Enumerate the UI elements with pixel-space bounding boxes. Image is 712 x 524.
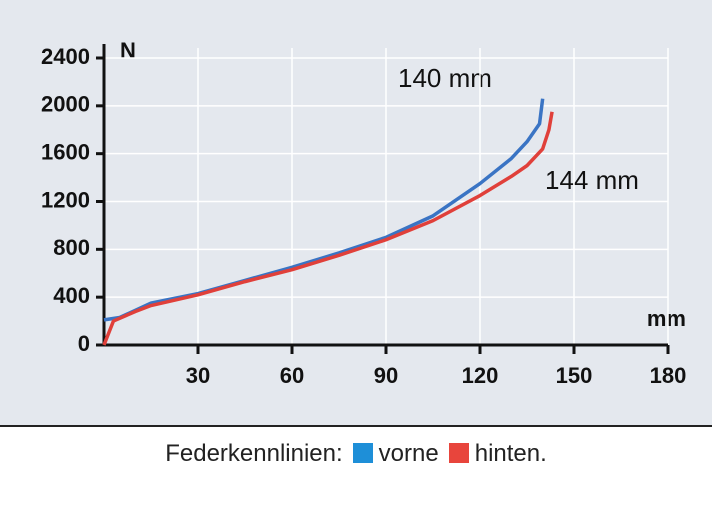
legend-label: vorne	[378, 440, 439, 467]
y-tick-label: 2000	[41, 92, 90, 117]
x-tick-label: 60	[280, 363, 304, 388]
legend: Federkennlinien: vorne hinten.	[0, 440, 712, 468]
x-tick-label: 150	[556, 363, 593, 388]
x-tick-label: 90	[374, 363, 398, 388]
legend-swatch	[448, 443, 469, 463]
annotation: 144 mm	[545, 165, 639, 195]
y-tick-label: 400	[53, 283, 90, 308]
legend-swatch	[352, 443, 373, 463]
x-tick-label: 180	[650, 363, 687, 388]
y-tick-label: 1600	[41, 139, 90, 164]
x-tick-label: 30	[186, 363, 210, 388]
data-line	[102, 111, 554, 346]
y-tick-label: 800	[53, 235, 90, 260]
chart-background	[0, 0, 712, 425]
x-tick-label: 120	[462, 363, 499, 388]
y-tick-label: 1200	[41, 187, 90, 212]
x-axis-label: mm	[647, 306, 686, 331]
y-tick-label: 2400	[41, 44, 90, 69]
annotation: 140 mm	[398, 63, 492, 93]
y-tick-label: 0	[78, 331, 90, 356]
chart: N mm 140 mm 144 mm 0 400 800 1200 1600 2000 24…	[0, 0, 712, 427]
legend-label: hinten.	[474, 440, 547, 467]
y-axis-label: N	[120, 38, 136, 63]
legend-title: Federkennlinien:	[165, 440, 343, 467]
